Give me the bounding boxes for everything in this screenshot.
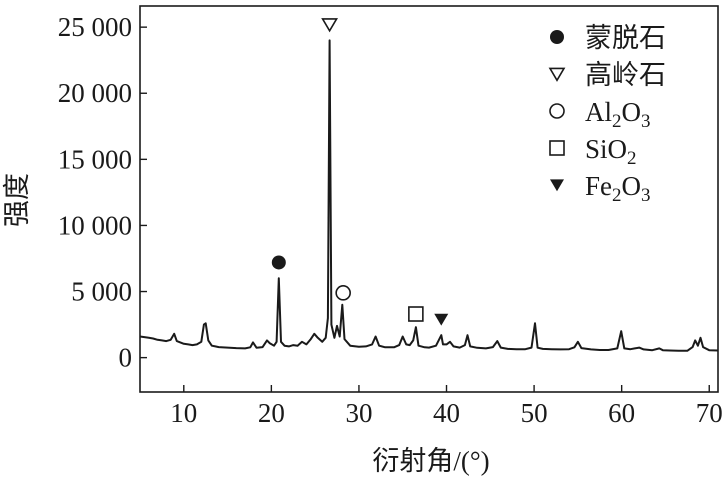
legend-marker-open-circle [549,103,565,119]
legend-label: Fe2O3 [585,171,651,206]
y-tick-label: 0 [119,343,133,373]
xrd-pattern-line [139,39,719,352]
x-tick-label: 20 [258,398,285,428]
legend-label: 蒙脱石 [585,23,666,53]
peak-marker-filled-triangle-down [434,313,449,326]
x-tick-label: 60 [608,398,635,428]
peak-marker-open-square [408,306,424,322]
y-tick-label: 25 000 [58,12,132,42]
y-tick-label: 20 000 [58,78,132,108]
y-tick-label: 5 000 [71,277,132,307]
legend-label: 高岭石 [585,60,666,90]
legend-label: SiO2 [585,134,637,169]
legend-label: Al2O3 [585,97,651,132]
legend-marker-filled-circle [550,30,564,44]
legend-marker-open-square [549,140,565,156]
peak-marker-filled-circle [271,255,286,270]
x-tick-label: 70 [696,398,723,428]
peak-marker-open-circle [335,285,351,301]
y-tick-label: 10 000 [58,210,132,240]
x-axis-title: 衍射角/(°) [372,446,489,476]
x-tick-label: 50 [521,398,548,428]
x-tick-label: 40 [433,398,460,428]
y-tick-label: 15 000 [58,144,132,174]
peak-marker-open-triangle-down [321,18,339,33]
legend-marker-open-triangle-down [548,67,566,82]
y-axis-title: 强度 [2,173,32,227]
plot-frame [139,5,719,393]
x-tick-label: 10 [170,398,197,428]
x-tick-label: 30 [345,398,372,428]
legend-marker-filled-triangle-down [550,179,564,192]
